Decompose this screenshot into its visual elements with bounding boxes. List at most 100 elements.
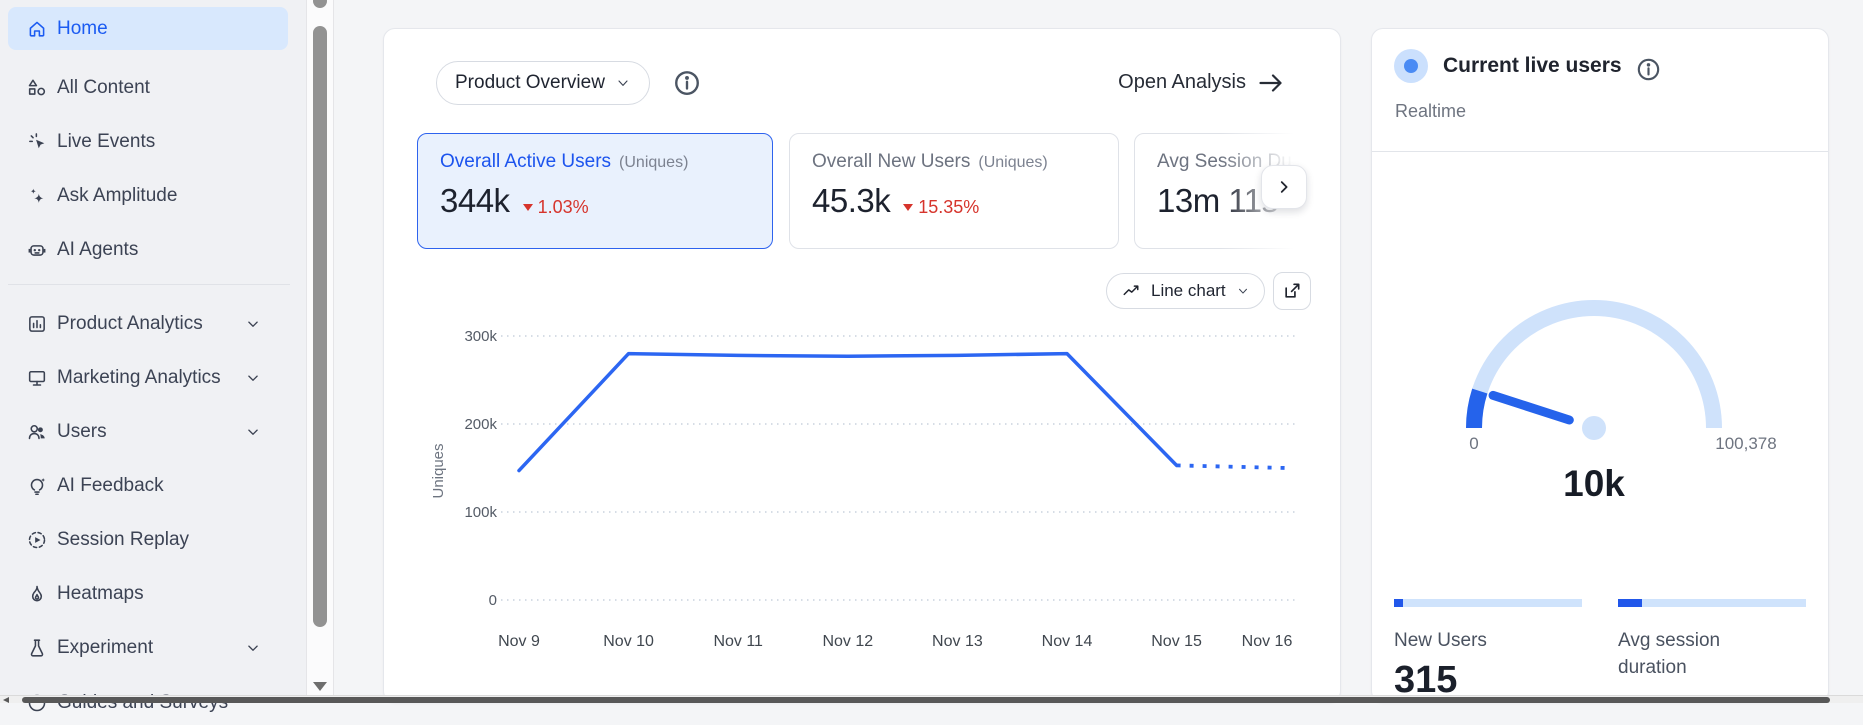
panel-divider <box>1372 151 1828 152</box>
horizontal-scrollbar-track[interactable] <box>0 695 1863 703</box>
sidebar-item-label: Heatmaps <box>57 583 144 604</box>
metric-title: Overall Active Users <box>440 151 612 172</box>
gauge-max-label: 100,378 <box>1715 434 1777 453</box>
triangle-down-icon <box>903 204 914 211</box>
sidebar-scrollbar-thumb[interactable] <box>313 26 327 627</box>
scrollbar-down-arrow-icon[interactable] <box>313 682 327 691</box>
scope-dropdown[interactable]: Product Overview <box>436 61 650 105</box>
carousel-next-button[interactable] <box>1261 165 1307 209</box>
home-icon <box>26 18 48 40</box>
info-icon[interactable] <box>1635 56 1662 83</box>
metric-value: 45.3k <box>812 182 891 219</box>
play-circle-icon <box>26 529 48 551</box>
sidebar-item-experiment[interactable]: Experiment <box>0 626 306 670</box>
product-overview-card: Product Overview Open Analysis Overall A… <box>383 28 1341 703</box>
line-chart: 300k 200k 100k 0 Uniques Nov 9 Nov 10 Nov … <box>430 328 1296 650</box>
scope-dropdown-label: Product Overview <box>455 72 605 93</box>
x-tick: Nov 13 <box>932 633 983 650</box>
progress-bar <box>1618 599 1806 607</box>
y-axis-title: Uniques <box>430 443 447 498</box>
chevron-down-icon <box>618 80 628 86</box>
sidebar-item-session-replay[interactable]: Session Replay <box>0 518 306 562</box>
sidebar-item-label: Users <box>57 421 107 442</box>
metric-value: 13m 11s <box>1157 182 1278 219</box>
gauge-min-label: 0 <box>1469 434 1479 453</box>
stat-value: 315 <box>1394 659 1458 701</box>
sparkles-icon <box>26 185 48 207</box>
metric-card-active-users[interactable]: Overall Active Users (Uniques) 344k 1.03% <box>417 133 773 249</box>
x-tick: Nov 10 <box>603 633 654 650</box>
panel-subtitle: Realtime <box>1395 101 1467 121</box>
sidebar-item-marketing-analytics[interactable]: Marketing Analytics <box>0 356 306 400</box>
sidebar-item-label: Experiment <box>57 637 154 658</box>
sidebar-item-label: Home <box>57 17 108 39</box>
chevron-down-icon <box>244 315 262 333</box>
gauge-track-arc <box>1466 300 1722 429</box>
scrollbar-top-nub <box>313 0 327 8</box>
sidebar-item-label: Marketing Analytics <box>57 367 221 388</box>
x-tick: Nov 11 <box>713 633 763 650</box>
metric-card-new-users[interactable]: Overall New Users (Uniques) 45.3k 15.35% <box>789 133 1119 249</box>
shapes-icon <box>26 77 48 99</box>
metric-title: Overall New Users <box>812 151 971 172</box>
sidebar-item-all-content[interactable]: All Content <box>0 66 306 110</box>
monitor-icon <box>26 367 48 389</box>
stat-avg-session-duration: Avg session duration <box>1618 599 1806 681</box>
sidebar-item-product-analytics[interactable]: Product Analytics <box>0 302 306 346</box>
sidebar-item-live-events[interactable]: Live Events <box>0 120 306 164</box>
sidebar: Home All Content Live Events Ask Amplitu… <box>0 0 306 713</box>
chevron-down-icon <box>244 369 262 387</box>
users-icon <box>26 421 48 443</box>
open-in-new-icon <box>1285 283 1300 298</box>
y-tick: 300k <box>464 328 497 345</box>
sidebar-item-label: Ask Amplitude <box>57 185 178 206</box>
x-tick: Nov 12 <box>822 633 873 650</box>
horizontal-scrollbar-thumb[interactable] <box>22 697 1830 703</box>
y-tick: 100k <box>464 504 497 521</box>
flask-icon <box>26 637 48 659</box>
progress-fill <box>1394 599 1404 607</box>
y-tick: 200k <box>464 416 497 433</box>
sidebar-item-users[interactable]: Users <box>0 410 306 454</box>
x-tick: Nov 15 <box>1151 633 1202 650</box>
sidebar-item-label: Product Analytics <box>57 313 203 334</box>
metric-delta: 15.35% <box>902 197 979 218</box>
metric-delta: 1.03% <box>522 197 589 218</box>
metrics-carousel: Overall Active Users (Uniques) 344k 1.03%… <box>417 133 1312 251</box>
lightbulb-spark-icon <box>26 475 48 497</box>
sidebar-item-ai-agents[interactable]: AI Agents <box>0 228 306 272</box>
y-tick: 0 <box>489 592 497 609</box>
sidebar-item-guides-and-surveys[interactable]: Guides and Surveys <box>0 681 306 725</box>
chart-type-dropdown[interactable]: Line chart <box>1106 273 1265 309</box>
metric-value: 344k <box>440 182 510 219</box>
sidebar-item-label: All Content <box>57 77 150 98</box>
sidebar-item-heatmaps[interactable]: Heatmaps <box>0 572 306 616</box>
chevron-down-icon <box>1238 288 1247 294</box>
triangle-down-icon <box>522 204 533 211</box>
flame-icon <box>26 583 48 605</box>
sidebar-item-ai-feedback[interactable]: AI Feedback <box>0 464 306 508</box>
sidebar-item-ask-amplitude[interactable]: Ask Amplitude <box>0 174 306 218</box>
progress-bar <box>1394 599 1582 607</box>
chart-type-label: Line chart <box>1151 281 1226 300</box>
x-tick: Nov 9 <box>498 633 540 650</box>
open-analysis-link[interactable]: Open Analysis <box>1118 71 1284 94</box>
sidebar-item-home[interactable]: Home <box>8 7 288 50</box>
info-icon[interactable] <box>672 68 702 98</box>
cursor-click-icon <box>26 131 48 153</box>
open-analysis-label: Open Analysis <box>1118 71 1246 93</box>
x-tick: Nov 14 <box>1042 633 1093 650</box>
robot-icon <box>26 239 48 261</box>
gridlines <box>501 335 1296 601</box>
arrow-right-icon <box>1259 73 1282 92</box>
open-in-new-button[interactable] <box>1273 272 1311 310</box>
gauge-value-arc <box>1465 388 1488 429</box>
stat-label: Avg session duration <box>1618 630 1721 678</box>
sidebar-item-label: Session Replay <box>57 529 190 550</box>
sidebar-scrollbar-track[interactable] <box>306 0 334 703</box>
panel-title: Current live users <box>1443 54 1622 77</box>
scrollbar-left-arrow-icon[interactable] <box>3 697 9 703</box>
sidebar-divider <box>8 284 290 285</box>
metric-qualifier: (Uniques) <box>978 154 1048 171</box>
stat-new-users: New Users 315 <box>1394 599 1582 702</box>
